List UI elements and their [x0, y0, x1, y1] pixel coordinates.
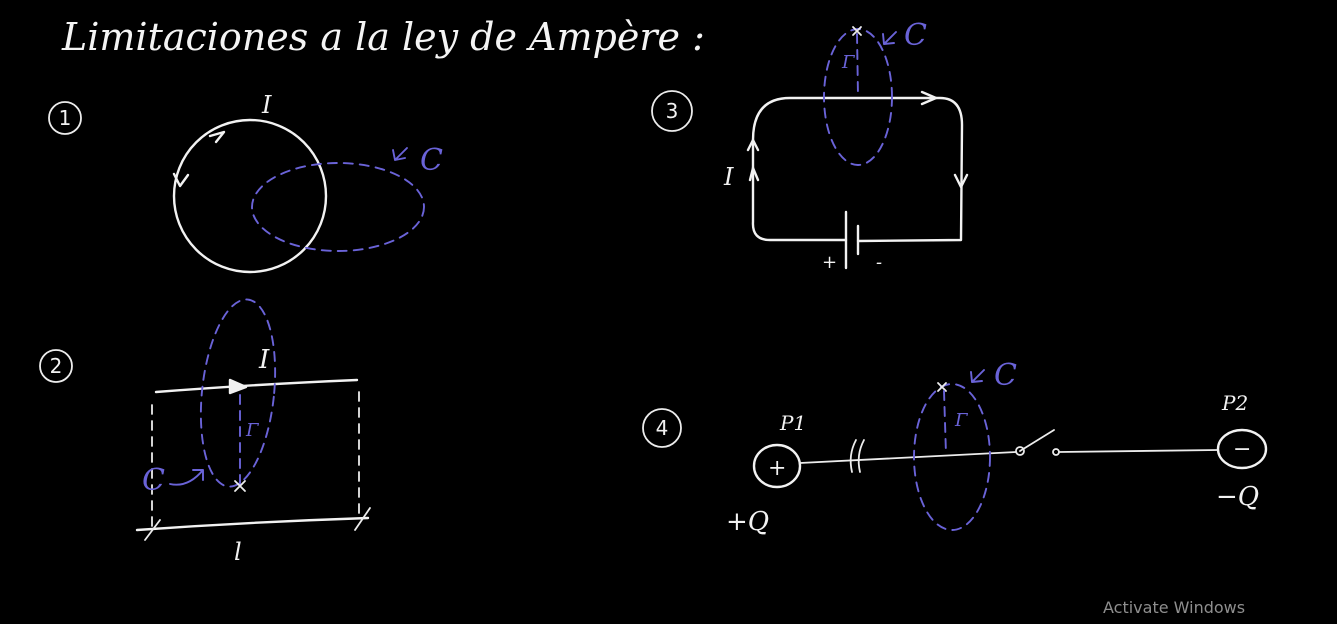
- battery-plus: +: [822, 252, 837, 273]
- contour-label: C: [904, 18, 927, 53]
- amperian-contour: [252, 163, 424, 251]
- panel-number: 4: [656, 416, 669, 440]
- wire-left: [800, 452, 1016, 463]
- amperian-contour: [192, 296, 283, 490]
- contour-arrow: [883, 32, 896, 44]
- surface-label: Γ: [245, 420, 260, 441]
- activate-windows-watermark: Activate Windows: [1103, 598, 1245, 617]
- panel-2: 2 I l Γ C: [40, 296, 370, 566]
- panel-number: 3: [666, 99, 679, 123]
- current-arrow: [230, 380, 246, 393]
- surface-edge: [944, 391, 946, 454]
- cross-mark: [938, 383, 946, 391]
- plate-1-label: P1: [779, 411, 806, 435]
- plate-2-sign: −: [1233, 437, 1251, 462]
- contour-label: C: [142, 463, 165, 498]
- contour-arrow: [971, 370, 984, 382]
- panel-1: 1 I C: [49, 91, 443, 272]
- wire-right: [1059, 450, 1218, 452]
- wire-break: [851, 440, 864, 472]
- current-label: I: [258, 345, 270, 375]
- current-arrow: [210, 132, 224, 142]
- surface-label: Γ: [954, 410, 969, 431]
- panel-number: 1: [59, 106, 72, 130]
- surface-edge: [857, 34, 858, 96]
- surface-label: Γ: [841, 52, 856, 73]
- wire: [156, 380, 357, 392]
- switch-lever: [1020, 430, 1054, 451]
- current-label: I: [261, 91, 272, 119]
- current-label: I: [723, 163, 734, 191]
- battery-minus: -: [876, 252, 882, 273]
- plate-1-sign: +: [768, 456, 786, 481]
- plate-2-label: P2: [1221, 391, 1248, 415]
- charge-2: −Q: [1216, 482, 1259, 512]
- panel-4: 4 + P1 +Q − P2 −Q Γ C: [643, 358, 1266, 537]
- contour-label: C: [994, 358, 1017, 393]
- circuit-wire: [753, 98, 962, 241]
- charge-1: +Q: [726, 507, 769, 537]
- contour-label: C: [420, 143, 443, 178]
- length-line: [137, 518, 368, 530]
- current-loop: [174, 120, 326, 272]
- panel-number: 2: [50, 354, 63, 378]
- contour-arrow: [393, 148, 407, 160]
- page-title: Limitaciones a la ley de Ampère :: [61, 15, 705, 59]
- contour-arrow: [170, 470, 203, 485]
- length-label: l: [234, 538, 242, 566]
